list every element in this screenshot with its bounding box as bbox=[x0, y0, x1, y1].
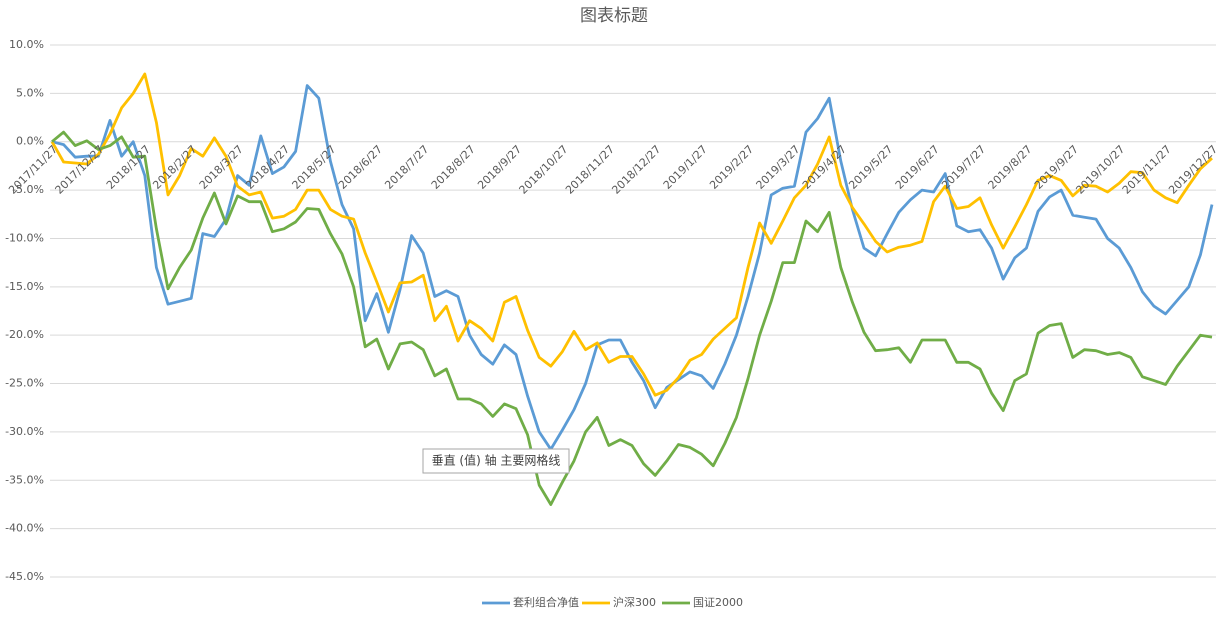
y-tick-label: -5.0% bbox=[12, 183, 44, 196]
y-tick-label: -20.0% bbox=[5, 328, 44, 341]
x-tick-label: 2019/1/27 bbox=[661, 143, 710, 192]
lines bbox=[50, 72, 1214, 506]
x-tick-label: 2019/5/27 bbox=[846, 143, 895, 192]
x-tick-label: 2019/12/27 bbox=[1166, 143, 1220, 197]
y-tick-label: -25.0% bbox=[5, 377, 44, 390]
x-tick-label: 2018/12/27 bbox=[609, 143, 663, 197]
x-tick-label: 2018/6/27 bbox=[336, 143, 385, 192]
series-line bbox=[51, 84, 1214, 451]
x-tick-label: 2019/11/27 bbox=[1120, 143, 1174, 197]
x-tick-label: 2019/8/27 bbox=[986, 143, 1035, 192]
x-tick-label: 2018/9/27 bbox=[475, 143, 524, 192]
x-labels: 2017/11/272017/12/272018/1/272018/2/2720… bbox=[6, 143, 1220, 197]
y-tick-label: -15.0% bbox=[5, 280, 44, 293]
series-line bbox=[51, 130, 1213, 506]
x-tick-label: 2019/9/27 bbox=[1032, 143, 1081, 192]
y-tick-label: -45.0% bbox=[5, 570, 44, 583]
y-tick-label: 10.0% bbox=[9, 38, 44, 51]
x-tick-label: 2018/11/27 bbox=[563, 143, 617, 197]
x-tick-label: 2018/8/27 bbox=[429, 143, 478, 192]
x-tick-label: 2019/2/27 bbox=[707, 143, 756, 192]
y-tick-label: 5.0% bbox=[16, 86, 44, 99]
y-tick-label: -40.0% bbox=[5, 522, 44, 535]
series-line bbox=[50, 72, 1213, 397]
legend-label: 套利组合净值 bbox=[513, 595, 579, 609]
x-tick-label: 2017/12/27 bbox=[53, 143, 107, 197]
legend: 套利组合净值 沪深300 国证2000 bbox=[482, 595, 743, 609]
grid: 10.0% 5.0% 0.0% -5.0% -10.0% -15.0% -20.0% -25.… bbox=[5, 38, 1216, 583]
y-tick-label: -10.0% bbox=[5, 231, 44, 244]
chart-title: 图表标题 bbox=[580, 6, 648, 26]
tooltip-text: 垂直 (值) 轴 主要网格线 bbox=[432, 453, 561, 468]
legend-label: 沪深300 bbox=[613, 595, 656, 609]
y-tick-label: 0.0% bbox=[16, 135, 44, 148]
x-tick-label: 2019/6/27 bbox=[893, 143, 942, 192]
x-tick-label: 2018/10/27 bbox=[517, 143, 571, 197]
y-tick-label: -30.0% bbox=[5, 425, 44, 438]
tooltip-box bbox=[422, 448, 570, 474]
x-tick-label: 2019/7/27 bbox=[939, 143, 988, 192]
legend-label: 国证2000 bbox=[693, 596, 743, 609]
x-tick-label: 2018/7/27 bbox=[382, 143, 431, 192]
y-tick-label: -35.0% bbox=[5, 473, 44, 486]
